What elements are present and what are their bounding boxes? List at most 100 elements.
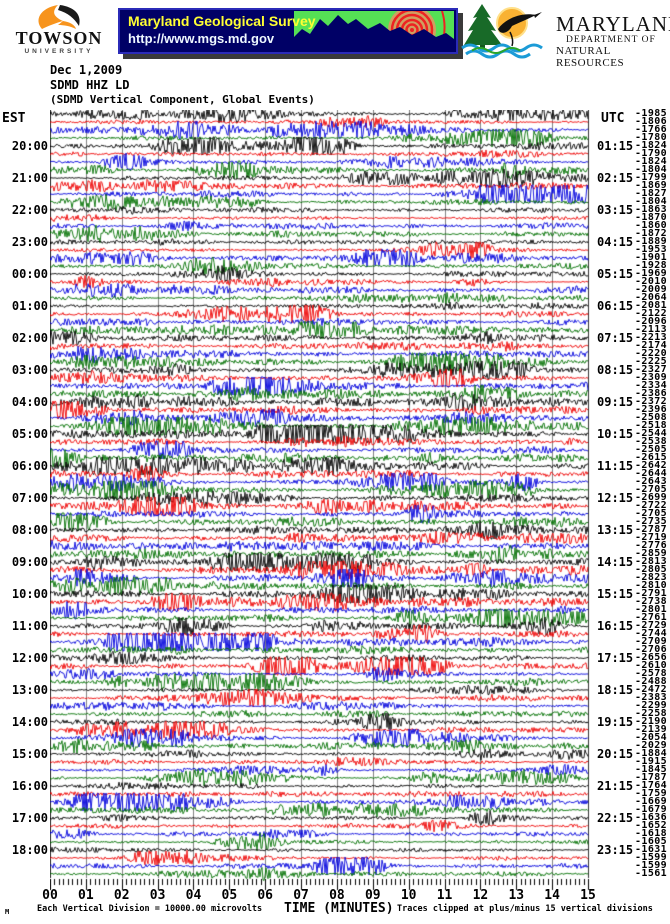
row-offset-value: -1636 [635,812,668,823]
row-offset-value: -1845 [635,764,668,775]
row-offset-value: -2220 [635,348,668,359]
est-time-label: 01:00 [11,299,48,313]
row-offset-value: -1631 [635,844,668,855]
row-offset-value: -1869 [635,180,668,191]
row-offset-value: -2813 [635,556,668,567]
row-offset-value: -1599 [635,852,668,863]
est-time-label: 02:00 [11,331,48,345]
row-offset-value: -1824 [635,140,668,151]
row-offset-value: -1780 [635,132,668,143]
row-offset-value: -1884 [635,748,668,759]
dnr-dept-line2: NATURAL RESOURCES [556,45,625,69]
est-time-label: 14:00 [11,715,48,729]
est-time-label: 21:00 [11,171,48,185]
utc-time-label: 10:15 [597,427,634,441]
row-offset-value: -2029 [635,740,668,751]
dnr-dept-line1: DEPARTMENT OF [566,35,656,45]
utc-time-label: 08:15 [597,363,634,377]
minute-tick-label: 06 [257,888,274,903]
vertical-division-note: Each Vertical Division = 10000.00 microv… [37,904,263,914]
row-offset-value: -2225 [635,356,668,367]
station-description: (SDMD Vertical Component, Global Events) [50,93,315,106]
left-axis-label: EST [2,111,26,126]
right-axis-label: UTC [601,111,625,126]
minute-tick-label: 09 [364,888,381,903]
minute-tick-label: 02 [113,888,130,903]
row-offset-value: -1804 [635,164,668,175]
utc-time-label: 13:15 [597,523,634,537]
utc-time-label: 12:15 [597,491,634,505]
row-offset-value: -2761 [635,612,668,623]
row-offset-value: -2719 [635,532,668,543]
row-offset-value: -2538 [635,436,668,447]
row-offset-value: -2644 [635,468,668,479]
minute-tick-label: 15 [580,888,596,903]
est-time-label: 10:00 [11,587,48,601]
row-offset-value: -2787 [635,524,668,535]
mgs-banner[interactable]: Maryland Geological Survey http://www.mg… [118,8,458,54]
est-time-label: 03:00 [11,363,48,377]
minute-tick-label: 00 [42,888,58,903]
row-offset-value: -2488 [635,676,668,687]
row-offset-value: -1915 [635,756,668,767]
row-offset-value: -2642 [635,460,668,471]
row-offset-value: -2190 [635,716,668,727]
row-offset-value: -1863 [635,204,668,215]
row-offset-value: -2705 [635,508,668,519]
record-date: Dec 1,2009 [50,63,123,77]
utc-time-label: 18:15 [597,683,634,697]
row-offset-value: -2213 [635,332,668,343]
row-offset-value: -2472 [635,684,668,695]
est-time-label: 07:00 [11,491,48,505]
est-time-label: 13:00 [11,683,48,697]
row-offset-value: -2656 [635,652,668,663]
row-offset-value: -2386 [635,388,668,399]
row-offset-value: -2805 [635,564,668,575]
est-time-label: 22:00 [11,203,48,217]
utc-time-label: 07:15 [597,331,634,345]
utc-time-label: 23:15 [597,843,634,857]
row-offset-value: -1561 [635,868,668,879]
row-offset-value: -1790 [635,148,668,159]
row-offset-value: -1599 [635,860,668,871]
minute-tick-label: 11 [436,888,453,903]
est-time-label: 15:00 [11,747,48,761]
row-offset-value: -2615 [635,452,668,463]
est-time-label: 18:00 [11,843,48,857]
minute-tick-label: 14 [544,888,560,903]
row-offset-value: -2544 [635,428,668,439]
row-offset-value: -1787 [635,772,668,783]
row-offset-value: -1759 [635,788,668,799]
row-offset-value: -2705 [635,484,668,495]
row-offset-value: -2505 [635,444,668,455]
row-offset-value: -2258 [635,708,668,719]
utc-time-label: 20:15 [597,747,634,761]
est-time-label: 16:00 [11,779,48,793]
row-offset-value: -1985 [635,108,668,119]
utc-time-label: 21:15 [597,779,634,793]
est-time-label: 12:00 [11,651,48,665]
row-offset-value: -2706 [635,644,668,655]
est-time-label: 00:00 [11,267,48,281]
row-offset-value: -1652 [635,820,668,831]
utc-time-label: 17:15 [597,651,634,665]
row-offset-value: -1669 [635,796,668,807]
est-time-label: 04:00 [11,395,48,409]
minute-tick-label: 12 [472,888,489,903]
row-offset-value: -1827 [635,188,668,199]
minute-tick-label: 03 [149,888,166,903]
row-offset-value: -1679 [635,804,668,815]
row-offset-value: -1953 [635,244,668,255]
mgs-url-link[interactable]: http://www.mgs.md.gov [128,31,275,46]
minute-tick-label: 01 [78,888,94,903]
mgs-title: Maryland Geological Survey [128,13,316,29]
row-offset-value: -2096 [635,316,668,327]
row-offset-value: -2396 [635,404,668,415]
row-offset-value: -2309 [635,372,668,383]
est-time-label: 20:00 [11,139,48,153]
utc-time-label: 06:15 [597,299,634,313]
minute-tick-label: 08 [329,888,345,903]
row-offset-value: -2054 [635,732,668,743]
est-time-label: 23:00 [11,235,48,249]
